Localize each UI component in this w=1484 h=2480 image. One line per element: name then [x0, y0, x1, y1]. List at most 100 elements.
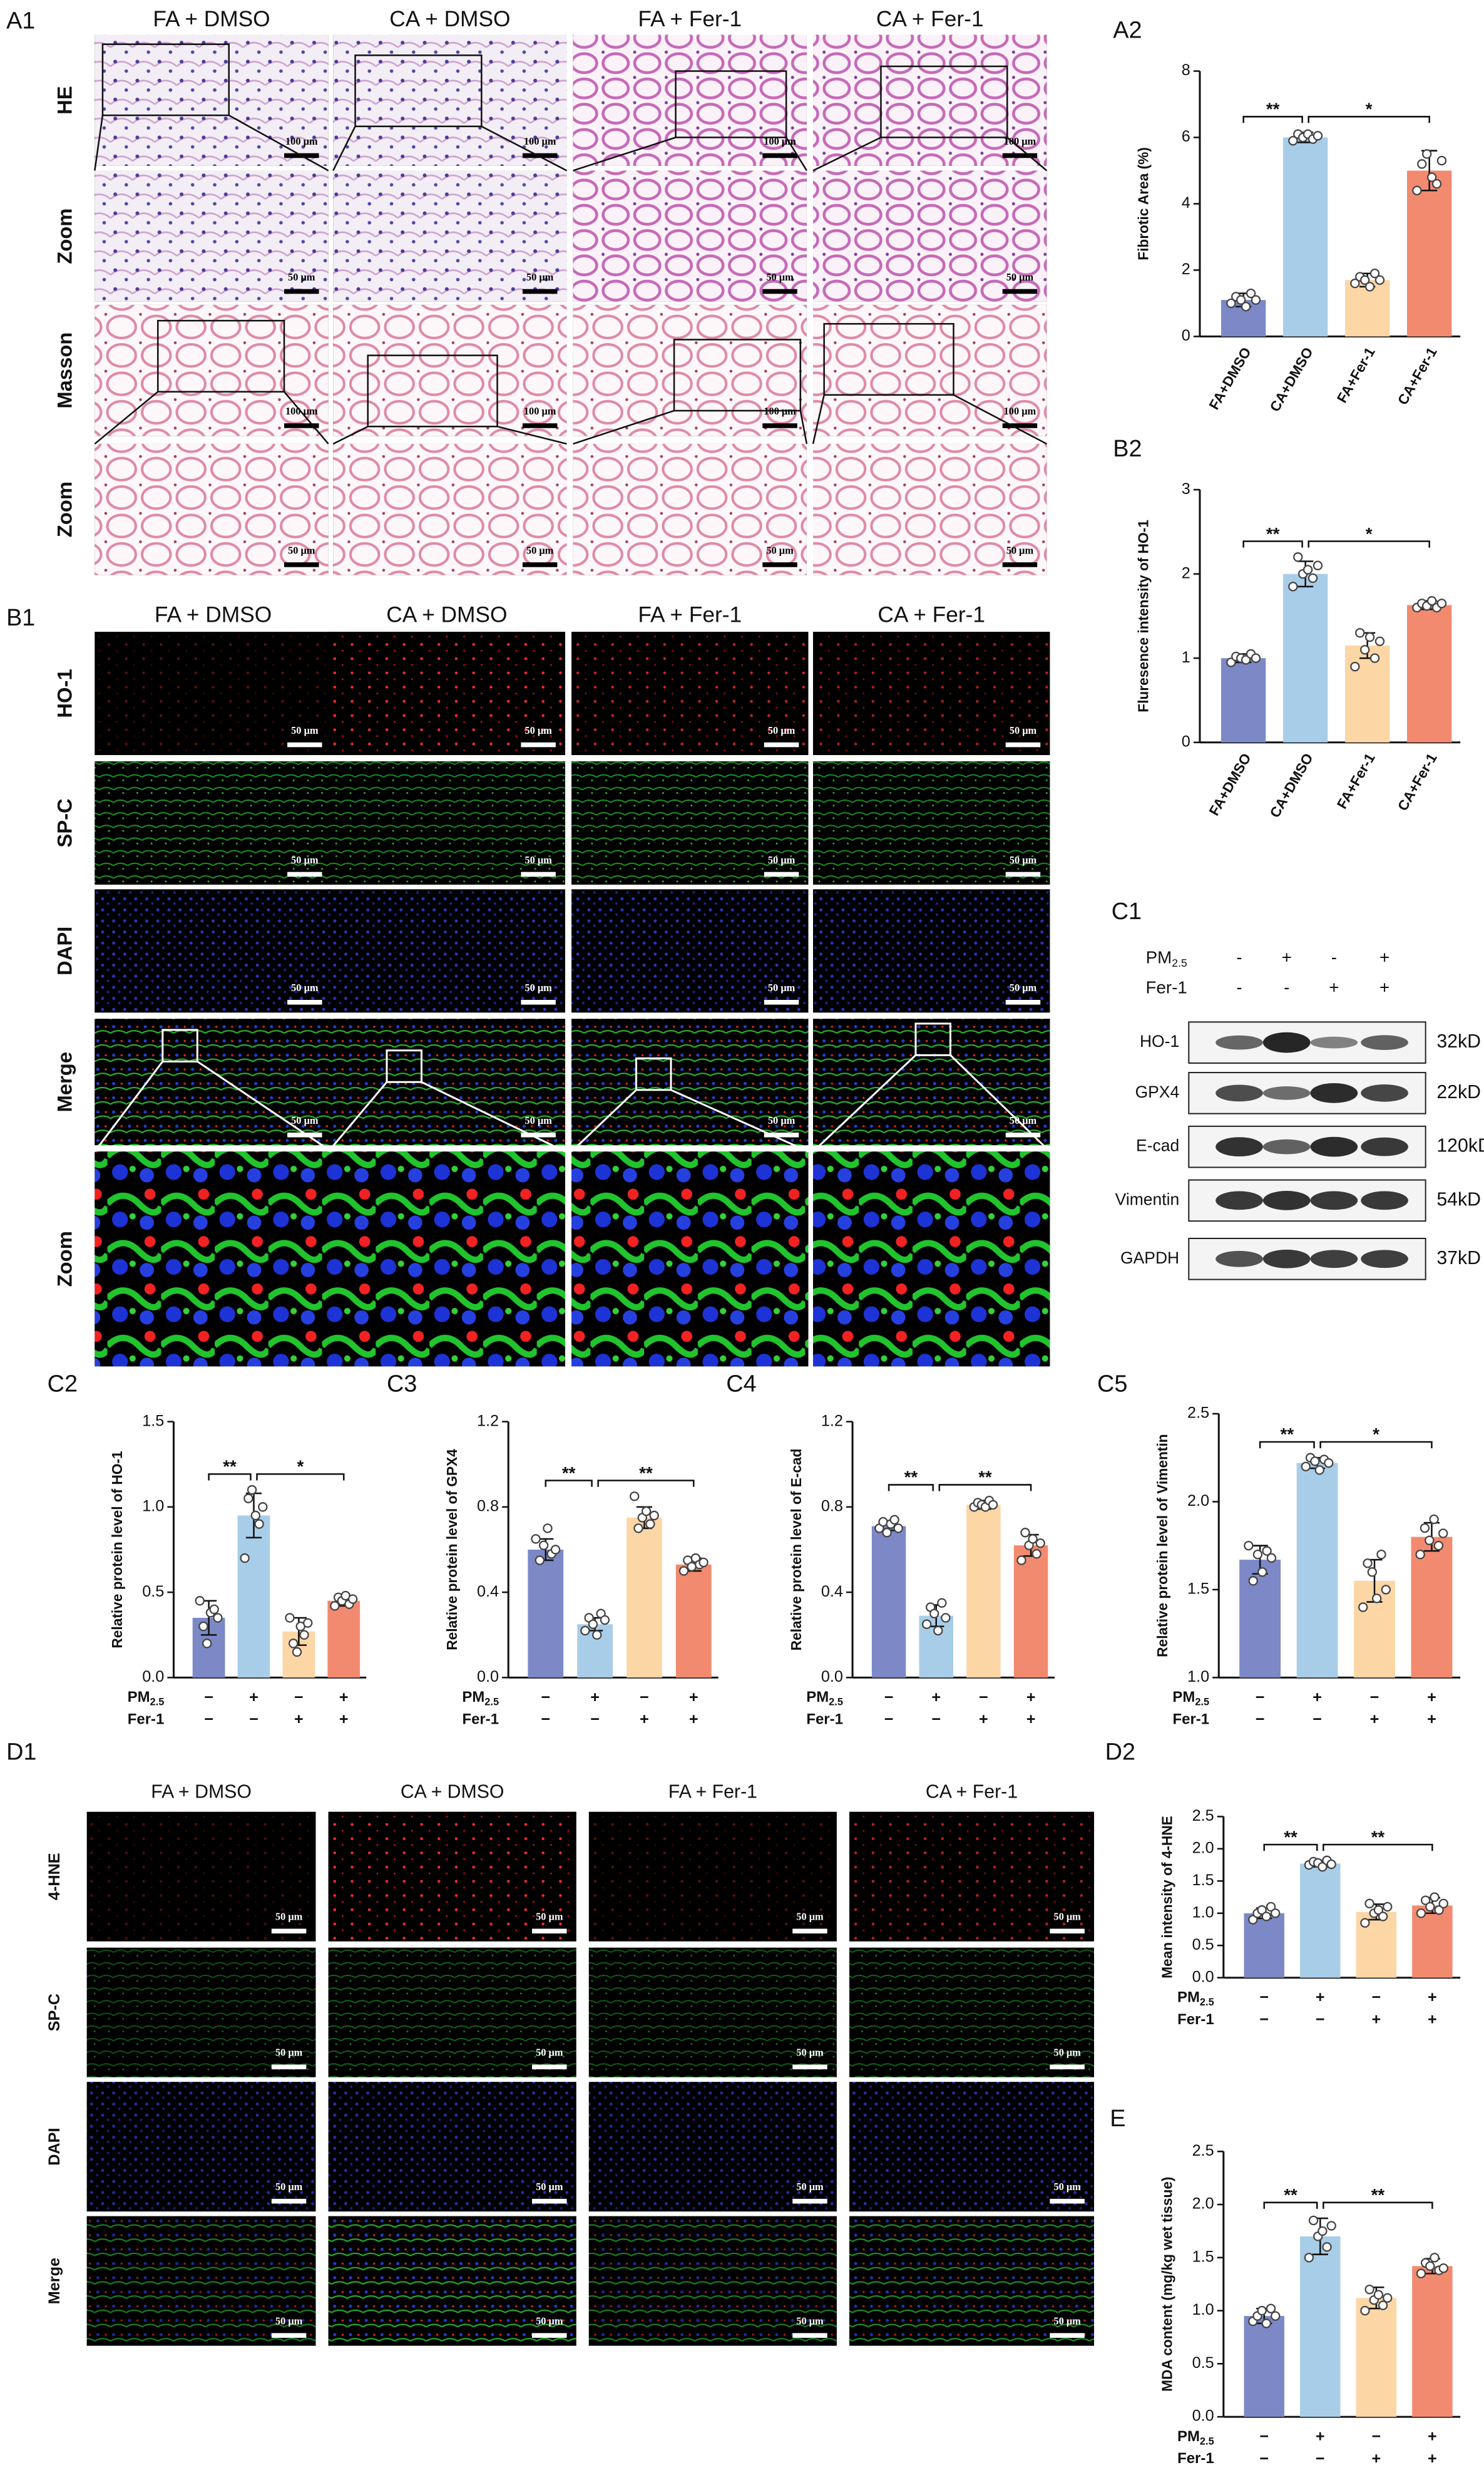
scale-bar-label: 50 μm — [291, 982, 319, 994]
factor-sign: + — [640, 1711, 649, 1728]
factor-sign: − — [1256, 1689, 1265, 1706]
scale-bar — [762, 289, 797, 294]
scale-bar — [284, 562, 319, 567]
factor-label: PM2.5 — [1177, 1989, 1214, 2009]
image-texture — [328, 2082, 576, 2212]
bar — [1283, 574, 1328, 743]
data-point — [1434, 1905, 1444, 1915]
factor-name: PM — [1146, 948, 1172, 967]
significance-bracket — [1242, 116, 1303, 123]
data-point — [929, 1608, 939, 1618]
y-tick-label: 0.8 — [821, 1498, 843, 1515]
row-label: SP-C — [53, 798, 76, 847]
scale-bar-label: 50 μm — [525, 982, 552, 994]
factor-sign: − — [1370, 1689, 1379, 1706]
scale-bar-label: 50 μm — [1010, 982, 1037, 994]
bar — [1283, 137, 1328, 337]
significance-bracket — [208, 1473, 252, 1481]
data-point — [1326, 1859, 1336, 1870]
image-texture — [86, 1947, 316, 2077]
factor-label: Fer-1 — [1146, 978, 1187, 997]
data-point — [1236, 295, 1246, 305]
data-point — [1431, 178, 1442, 189]
significance-bracket — [1319, 1441, 1433, 1449]
factor-name: Fer-1 — [1173, 1711, 1210, 1728]
blot-band — [1215, 1035, 1263, 1050]
bar — [1411, 1536, 1453, 1678]
y-tick-label: 2.5 — [1192, 2142, 1214, 2159]
data-point — [285, 1613, 295, 1623]
factor-sign: − — [1313, 1711, 1322, 1728]
data-point — [1430, 1892, 1440, 1902]
data-point — [1302, 565, 1313, 575]
factor-name: PM — [128, 1689, 150, 1706]
blot-band — [1310, 1136, 1358, 1157]
data-point — [641, 1506, 652, 1516]
data-point — [543, 1523, 553, 1533]
scale-bar-label: 50 μm — [525, 854, 552, 866]
row-label: DAPI — [46, 2128, 63, 2166]
y-tick-label: 0.0 — [821, 1668, 843, 1685]
scale-bar — [284, 289, 319, 294]
zoom-box — [156, 319, 285, 393]
factor-sign: + — [1371, 2450, 1381, 2467]
factor-sign: + — [1427, 1711, 1436, 1728]
scale-bar — [287, 1000, 322, 1005]
data-point — [1374, 636, 1385, 647]
zoom-line — [670, 1089, 809, 1153]
zoom-box — [101, 43, 230, 116]
data-point — [299, 1630, 309, 1640]
bar — [1345, 646, 1390, 743]
data-point — [1426, 596, 1437, 606]
significance-bracket — [1263, 1843, 1318, 1851]
image-texture — [571, 632, 809, 755]
blot-band — [1361, 1084, 1408, 1102]
zoom-line — [197, 1061, 332, 1153]
data-point — [1261, 2318, 1272, 2328]
row-label: Zoom — [53, 481, 76, 537]
data-point — [1318, 2226, 1328, 2236]
scale-bar — [764, 872, 799, 877]
scale-bar — [271, 2333, 307, 2338]
scale-bar-label: 50 μm — [1006, 271, 1034, 283]
scale-bar-label: 50 μm — [768, 724, 796, 736]
blot-band — [1262, 1139, 1311, 1155]
factor-sign: − — [931, 1711, 941, 1728]
scale-bar — [762, 562, 797, 567]
factor-sign: − — [249, 1711, 258, 1728]
scale-bar — [1050, 2064, 1085, 2070]
data-point — [893, 1523, 903, 1533]
factor-name: PM — [462, 1689, 484, 1706]
data-point — [1307, 573, 1318, 584]
y-tick-label: 1 — [1182, 649, 1190, 666]
y-tick-label: 1.2 — [477, 1412, 499, 1429]
scale-bar — [532, 1928, 567, 1934]
data-point — [1438, 2263, 1448, 2273]
data-point — [243, 1493, 253, 1503]
factor-sign: − — [204, 1689, 213, 1706]
blot-band — [1310, 1083, 1358, 1103]
column-header: FA + DMSO — [153, 7, 270, 31]
significance-label: ** — [562, 1463, 576, 1483]
factor-label: PM2.5 — [806, 1689, 843, 1708]
image-texture — [571, 761, 809, 885]
significance-bracket — [545, 1479, 593, 1487]
data-point — [1420, 1523, 1430, 1533]
row-label: Zoom — [53, 1231, 76, 1287]
data-point — [1028, 1534, 1038, 1544]
column-header: FA + Fer-1 — [668, 1782, 757, 1803]
data-point — [254, 1519, 264, 1529]
scale-bar-label: 50 μm — [766, 544, 794, 556]
factor-sign: + — [1026, 1689, 1036, 1706]
bar — [1013, 1545, 1048, 1678]
factor-name: Fer-1 — [462, 1711, 499, 1728]
factor-sign: + — [249, 1689, 258, 1706]
x-tick-label: FA+DMSO — [1205, 344, 1254, 413]
factor-name: PM — [806, 1689, 829, 1706]
image-texture — [95, 304, 329, 436]
y-tick-label: 2.5 — [1192, 1807, 1214, 1824]
scale-bar-label: 100 μm — [1004, 405, 1036, 417]
data-point — [1360, 275, 1370, 286]
scale-bar-label: 50 μm — [291, 854, 319, 866]
scale-bar — [284, 423, 319, 428]
